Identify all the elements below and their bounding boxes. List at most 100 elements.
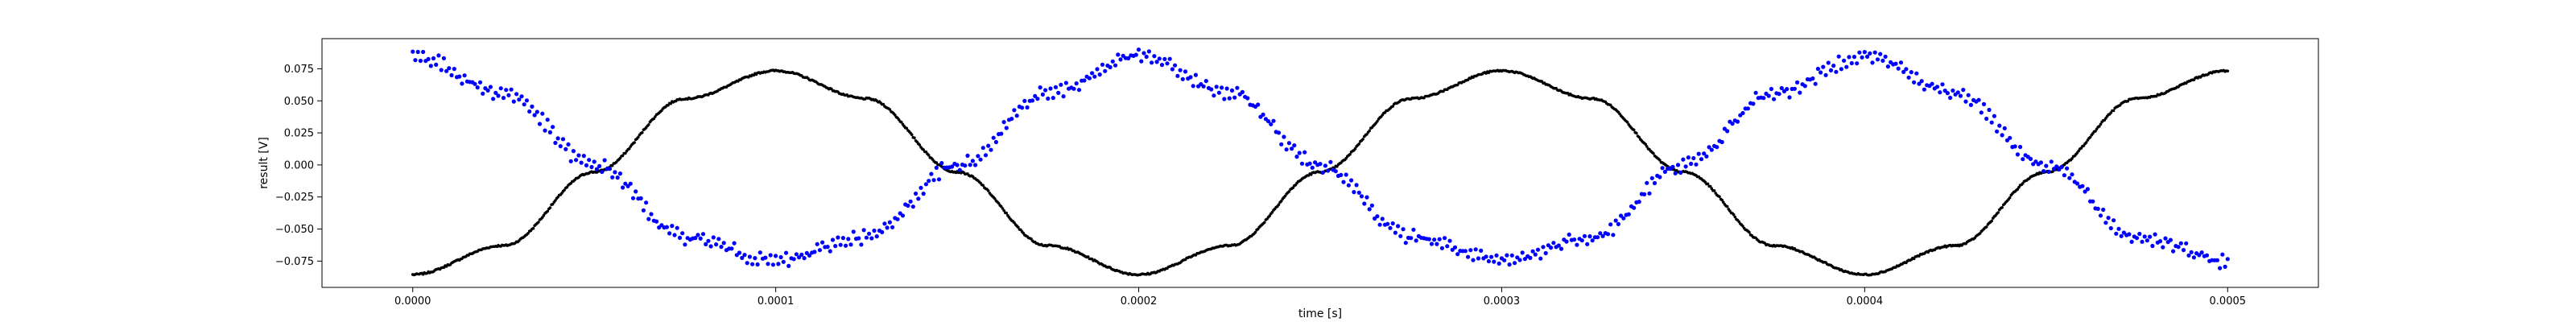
data-point: [1103, 68, 1108, 73]
data-point: [890, 225, 895, 229]
data-point: [1001, 120, 1006, 125]
data-point: [927, 179, 931, 184]
data-point: [1798, 90, 1802, 95]
data-point: [963, 163, 968, 168]
data-point: [2059, 164, 2064, 170]
data-point: [1769, 86, 1773, 92]
data-point: [2099, 122, 2103, 126]
data-point: [1987, 107, 1992, 113]
data-point: [991, 135, 996, 140]
data-point: [1035, 97, 1040, 101]
data-point: [488, 85, 493, 89]
data-point: [1276, 130, 1282, 135]
data-point: [1385, 221, 1390, 226]
data-point: [802, 256, 807, 261]
data-point: [641, 208, 646, 213]
data-point: [1699, 157, 1704, 162]
data-point: [421, 49, 426, 55]
data-point: [1660, 166, 1665, 171]
data-point: [1313, 160, 1318, 165]
data-point: [1005, 211, 1009, 215]
data-point: [1133, 52, 1138, 57]
data-point: [566, 142, 571, 147]
data-point: [1025, 105, 1030, 110]
data-point: [1471, 258, 1476, 262]
data-point: [1681, 157, 1686, 162]
data-point: [2098, 213, 2103, 218]
data-point: [732, 241, 737, 246]
data-point: [857, 236, 861, 241]
data-point: [415, 49, 420, 55]
data-point: [1463, 249, 1468, 254]
data-point: [1059, 82, 1063, 87]
data-point: [770, 262, 776, 267]
y-axis-label: result [V]: [258, 137, 270, 189]
data-point: [1380, 217, 1385, 221]
data-point: [2021, 157, 2025, 162]
data-point: [708, 244, 713, 249]
data-point: [553, 140, 558, 146]
data-point: [1346, 183, 1351, 188]
data-point: [571, 149, 576, 154]
data-point: [1652, 151, 1655, 155]
data-point: [914, 191, 919, 196]
x-axis-label: time [s]: [1298, 308, 1342, 320]
data-point: [1443, 236, 1447, 241]
data-point: [1352, 190, 1356, 195]
data-point: [1792, 86, 1797, 91]
data-point: [2226, 69, 2230, 73]
data-point: [2220, 252, 2225, 257]
data-point: [1725, 204, 1729, 208]
data-point: [1632, 128, 1636, 132]
data-point: [2108, 225, 2113, 231]
data-point: [836, 235, 840, 240]
data-point: [2137, 231, 2142, 237]
data-point: [1429, 242, 1435, 246]
data-point: [532, 113, 537, 118]
data-point: [1647, 191, 1652, 196]
data-point: [1528, 255, 1533, 260]
data-point: [1214, 85, 1219, 89]
data-point: [1875, 57, 1880, 62]
data-point: [1777, 92, 1781, 97]
data-point: [1299, 161, 1305, 166]
data-point: [916, 196, 921, 201]
data-point: [2101, 207, 2106, 213]
data-point: [667, 231, 672, 236]
data-point: [1657, 175, 1662, 180]
data-point: [1644, 142, 1647, 147]
data-point: [1353, 147, 1357, 151]
data-point: [2083, 189, 2087, 194]
data-point: [1872, 50, 1877, 55]
data-point: [1193, 72, 1198, 77]
data-point: [1307, 161, 1312, 166]
data-point: [1333, 169, 1338, 174]
data-point: [1831, 64, 1836, 68]
data-point: [1376, 120, 1379, 123]
data-point: [2189, 250, 2194, 254]
data-point: [745, 261, 749, 266]
data-point: [675, 225, 679, 230]
data-point: [1984, 225, 1988, 229]
data-point: [1452, 245, 1458, 250]
data-point: [1670, 164, 1675, 169]
data-point: [1880, 58, 1885, 63]
data-point: [1673, 171, 1678, 175]
data-point: [919, 185, 923, 190]
data-point: [1294, 155, 1299, 159]
data-point: [1364, 195, 1369, 200]
data-point: [638, 196, 643, 200]
data-point: [1118, 57, 1123, 62]
data-point: [641, 130, 644, 134]
data-point: [1361, 138, 1364, 141]
data-point: [2218, 266, 2223, 270]
data-point: [2095, 206, 2100, 211]
data-point: [1030, 98, 1035, 103]
data-point: [838, 242, 843, 247]
data-point: [537, 221, 540, 224]
data-point: [1968, 102, 1973, 107]
data-point: [1940, 82, 1945, 87]
data-point: [742, 253, 747, 258]
data-point: [1253, 230, 1257, 234]
data-point: [986, 143, 991, 148]
